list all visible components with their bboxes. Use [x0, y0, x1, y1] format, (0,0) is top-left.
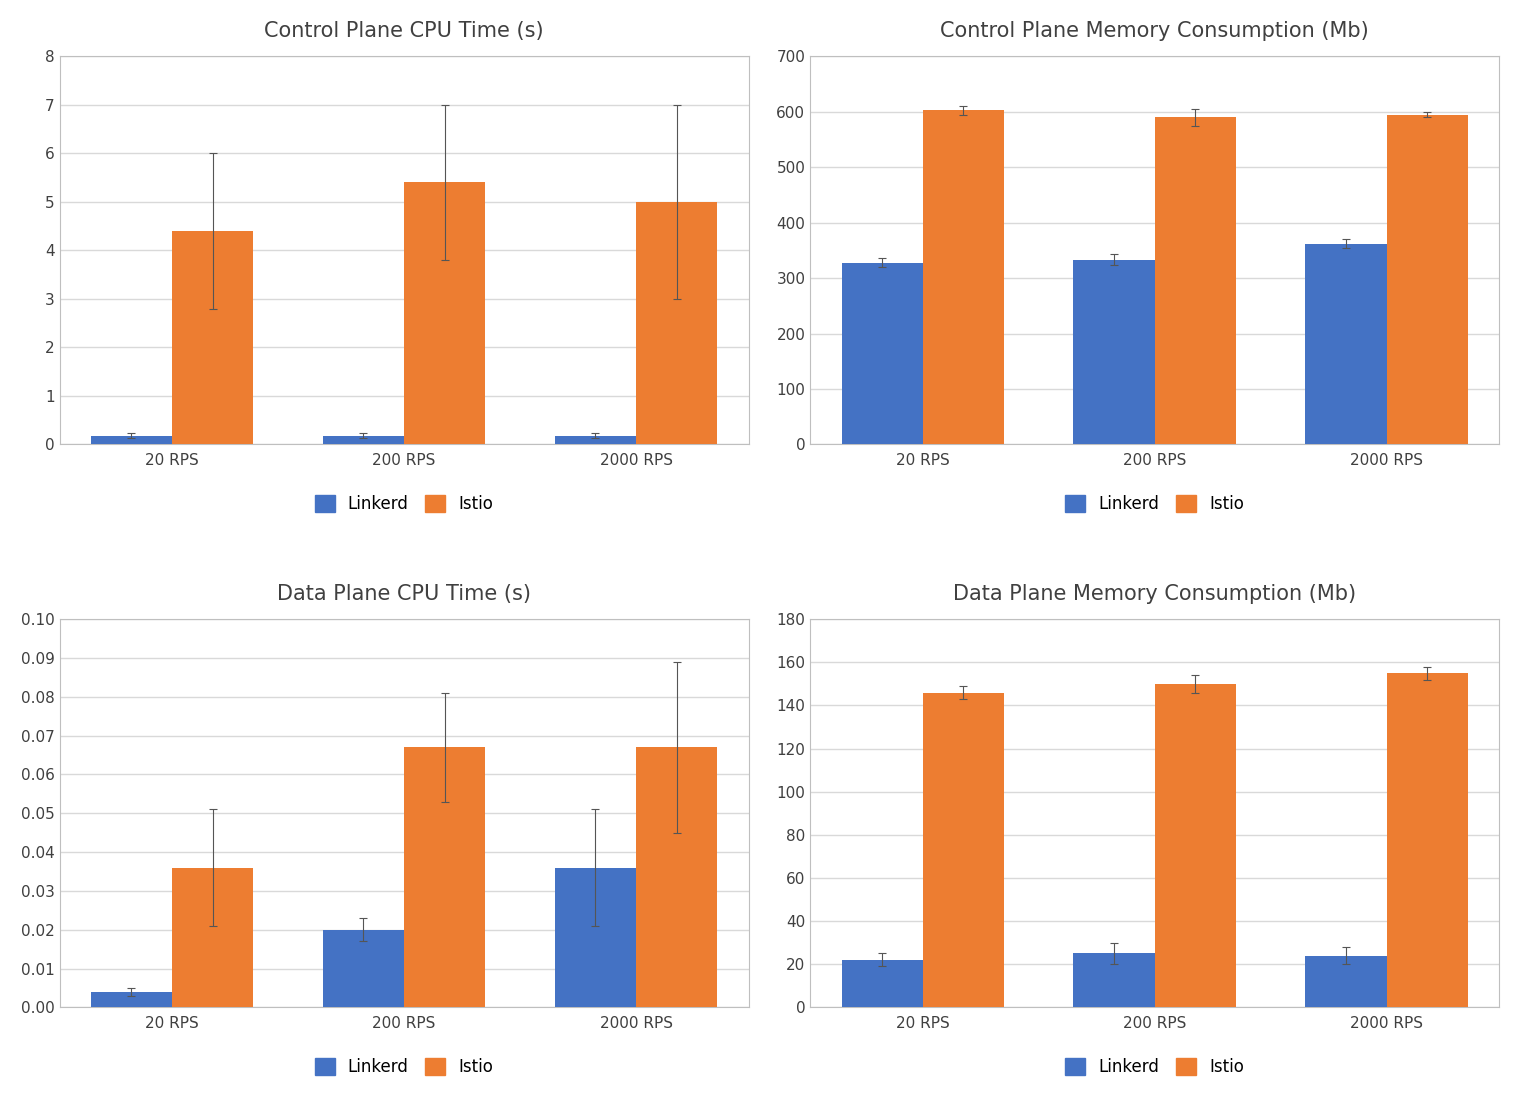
Bar [635, 747, 717, 1008]
Bar [91, 435, 172, 444]
Title: Control Plane CPU Time (s): Control Plane CPU Time (s) [264, 21, 544, 41]
Title: Control Plane Memory Consumption (Mb): Control Plane Memory Consumption (Mb) [941, 21, 1370, 41]
Bar [1155, 117, 1236, 444]
Bar [923, 693, 1003, 1008]
Legend: Linkerd, Istio: Linkerd, Istio [1056, 486, 1252, 522]
Bar [1306, 244, 1386, 444]
Legend: Linkerd, Istio: Linkerd, Istio [1056, 1050, 1252, 1084]
Bar [842, 960, 923, 1008]
Bar [1386, 115, 1468, 444]
Bar [842, 263, 923, 444]
Bar [1073, 954, 1155, 1008]
Legend: Linkerd, Istio: Linkerd, Istio [306, 1050, 502, 1084]
Bar [555, 435, 635, 444]
Bar [172, 867, 254, 1008]
Bar [172, 231, 254, 444]
Bar [1155, 684, 1236, 1008]
Bar [635, 202, 717, 444]
Bar [322, 435, 404, 444]
Title: Data Plane CPU Time (s): Data Plane CPU Time (s) [277, 583, 530, 603]
Bar [555, 867, 635, 1008]
Bar [404, 747, 485, 1008]
Bar [1073, 260, 1155, 444]
Bar [1306, 956, 1386, 1008]
Bar [404, 182, 485, 444]
Bar [923, 110, 1003, 444]
Legend: Linkerd, Istio: Linkerd, Istio [306, 486, 502, 522]
Title: Data Plane Memory Consumption (Mb): Data Plane Memory Consumption (Mb) [953, 583, 1356, 603]
Bar [91, 992, 172, 1008]
Bar [322, 929, 404, 1008]
Bar [1386, 673, 1468, 1008]
